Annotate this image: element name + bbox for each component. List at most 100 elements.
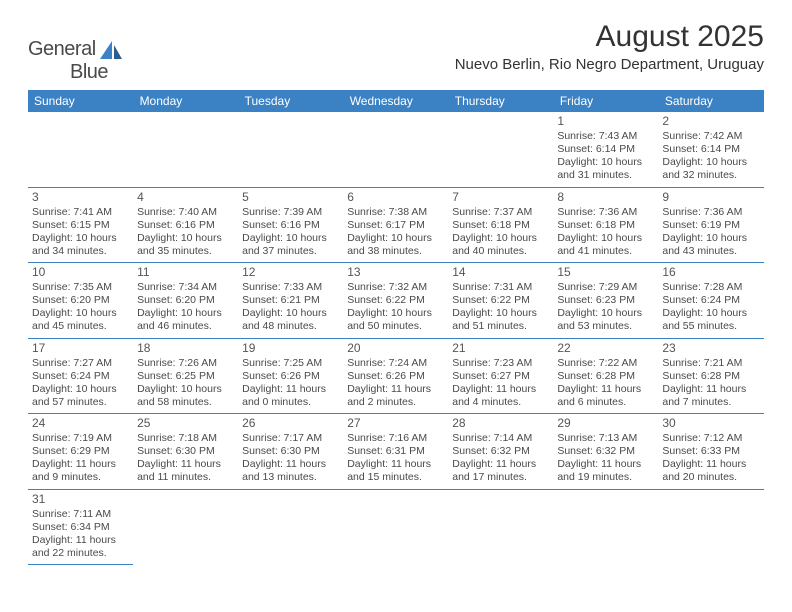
calendar-cell: 1Sunrise: 7:43 AMSunset: 6:14 PMDaylight… bbox=[553, 112, 658, 187]
weekday-header: Saturday bbox=[658, 90, 763, 112]
calendar-cell: 26Sunrise: 7:17 AMSunset: 6:30 PMDayligh… bbox=[238, 414, 343, 490]
day-info: Sunrise: 7:14 AMSunset: 6:32 PMDaylight:… bbox=[452, 432, 549, 485]
weekday-header: Friday bbox=[553, 90, 658, 112]
day-number: 10 bbox=[32, 265, 129, 280]
weekday-header: Tuesday bbox=[238, 90, 343, 112]
day-info: Sunrise: 7:28 AMSunset: 6:24 PMDaylight:… bbox=[662, 281, 759, 334]
day-number: 17 bbox=[32, 341, 129, 356]
day-info: Sunrise: 7:17 AMSunset: 6:30 PMDaylight:… bbox=[242, 432, 339, 485]
day-number: 14 bbox=[452, 265, 549, 280]
calendar-row: 10Sunrise: 7:35 AMSunset: 6:20 PMDayligh… bbox=[28, 263, 764, 339]
calendar-cell-empty bbox=[238, 489, 343, 565]
day-number: 3 bbox=[32, 190, 129, 205]
calendar-cell-empty bbox=[133, 112, 238, 187]
calendar-row: 3Sunrise: 7:41 AMSunset: 6:15 PMDaylight… bbox=[28, 187, 764, 263]
day-number: 28 bbox=[452, 416, 549, 431]
calendar-cell-empty bbox=[28, 112, 133, 187]
brand-logo: General bbox=[28, 38, 124, 61]
calendar-cell: 7Sunrise: 7:37 AMSunset: 6:18 PMDaylight… bbox=[448, 187, 553, 263]
day-info: Sunrise: 7:16 AMSunset: 6:31 PMDaylight:… bbox=[347, 432, 444, 485]
day-number: 2 bbox=[662, 114, 759, 129]
day-number: 26 bbox=[242, 416, 339, 431]
day-info: Sunrise: 7:33 AMSunset: 6:21 PMDaylight:… bbox=[242, 281, 339, 334]
day-number: 30 bbox=[662, 416, 759, 431]
calendar-cell: 30Sunrise: 7:12 AMSunset: 6:33 PMDayligh… bbox=[658, 414, 763, 490]
day-number: 27 bbox=[347, 416, 444, 431]
calendar-cell: 28Sunrise: 7:14 AMSunset: 6:32 PMDayligh… bbox=[448, 414, 553, 490]
calendar-cell: 5Sunrise: 7:39 AMSunset: 6:16 PMDaylight… bbox=[238, 187, 343, 263]
day-number: 21 bbox=[452, 341, 549, 356]
day-info: Sunrise: 7:37 AMSunset: 6:18 PMDaylight:… bbox=[452, 206, 549, 259]
calendar-cell-empty bbox=[448, 489, 553, 565]
calendar-row: 31Sunrise: 7:11 AMSunset: 6:34 PMDayligh… bbox=[28, 489, 764, 565]
calendar-cell: 10Sunrise: 7:35 AMSunset: 6:20 PMDayligh… bbox=[28, 263, 133, 339]
weekday-header: Monday bbox=[133, 90, 238, 112]
calendar-row: 17Sunrise: 7:27 AMSunset: 6:24 PMDayligh… bbox=[28, 338, 764, 414]
day-number: 16 bbox=[662, 265, 759, 280]
day-number: 4 bbox=[137, 190, 234, 205]
day-number: 13 bbox=[347, 265, 444, 280]
calendar-cell-empty bbox=[133, 489, 238, 565]
calendar-cell-empty bbox=[658, 489, 763, 565]
calendar-cell: 18Sunrise: 7:26 AMSunset: 6:25 PMDayligh… bbox=[133, 338, 238, 414]
day-number: 25 bbox=[137, 416, 234, 431]
day-info: Sunrise: 7:36 AMSunset: 6:18 PMDaylight:… bbox=[557, 206, 654, 259]
day-number: 23 bbox=[662, 341, 759, 356]
day-info: Sunrise: 7:11 AMSunset: 6:34 PMDaylight:… bbox=[32, 508, 129, 561]
calendar-cell-empty bbox=[553, 489, 658, 565]
day-info: Sunrise: 7:25 AMSunset: 6:26 PMDaylight:… bbox=[242, 357, 339, 410]
calendar-row: 24Sunrise: 7:19 AMSunset: 6:29 PMDayligh… bbox=[28, 414, 764, 490]
weekday-header: Wednesday bbox=[343, 90, 448, 112]
calendar-cell: 29Sunrise: 7:13 AMSunset: 6:32 PMDayligh… bbox=[553, 414, 658, 490]
calendar-cell: 23Sunrise: 7:21 AMSunset: 6:28 PMDayligh… bbox=[658, 338, 763, 414]
calendar-cell: 11Sunrise: 7:34 AMSunset: 6:20 PMDayligh… bbox=[133, 263, 238, 339]
location-text: Nuevo Berlin, Rio Negro Department, Urug… bbox=[455, 56, 764, 73]
day-info: Sunrise: 7:18 AMSunset: 6:30 PMDaylight:… bbox=[137, 432, 234, 485]
day-info: Sunrise: 7:38 AMSunset: 6:17 PMDaylight:… bbox=[347, 206, 444, 259]
calendar-cell: 13Sunrise: 7:32 AMSunset: 6:22 PMDayligh… bbox=[343, 263, 448, 339]
day-info: Sunrise: 7:27 AMSunset: 6:24 PMDaylight:… bbox=[32, 357, 129, 410]
brand-name-1: General bbox=[28, 38, 96, 61]
title-block: August 2025 Nuevo Berlin, Rio Negro Depa… bbox=[455, 20, 764, 73]
calendar-cell: 24Sunrise: 7:19 AMSunset: 6:29 PMDayligh… bbox=[28, 414, 133, 490]
weekday-header: Thursday bbox=[448, 90, 553, 112]
day-number: 24 bbox=[32, 416, 129, 431]
day-info: Sunrise: 7:22 AMSunset: 6:28 PMDaylight:… bbox=[557, 357, 654, 410]
day-info: Sunrise: 7:19 AMSunset: 6:29 PMDaylight:… bbox=[32, 432, 129, 485]
day-info: Sunrise: 7:40 AMSunset: 6:16 PMDaylight:… bbox=[137, 206, 234, 259]
calendar-cell: 14Sunrise: 7:31 AMSunset: 6:22 PMDayligh… bbox=[448, 263, 553, 339]
day-info: Sunrise: 7:26 AMSunset: 6:25 PMDaylight:… bbox=[137, 357, 234, 410]
calendar-cell: 6Sunrise: 7:38 AMSunset: 6:17 PMDaylight… bbox=[343, 187, 448, 263]
day-number: 7 bbox=[452, 190, 549, 205]
calendar-cell: 12Sunrise: 7:33 AMSunset: 6:21 PMDayligh… bbox=[238, 263, 343, 339]
day-number: 18 bbox=[137, 341, 234, 356]
day-number: 15 bbox=[557, 265, 654, 280]
calendar-cell: 25Sunrise: 7:18 AMSunset: 6:30 PMDayligh… bbox=[133, 414, 238, 490]
day-info: Sunrise: 7:21 AMSunset: 6:28 PMDaylight:… bbox=[662, 357, 759, 410]
calendar-cell: 8Sunrise: 7:36 AMSunset: 6:18 PMDaylight… bbox=[553, 187, 658, 263]
day-number: 19 bbox=[242, 341, 339, 356]
day-info: Sunrise: 7:13 AMSunset: 6:32 PMDaylight:… bbox=[557, 432, 654, 485]
calendar-cell: 15Sunrise: 7:29 AMSunset: 6:23 PMDayligh… bbox=[553, 263, 658, 339]
calendar-cell: 22Sunrise: 7:22 AMSunset: 6:28 PMDayligh… bbox=[553, 338, 658, 414]
day-info: Sunrise: 7:34 AMSunset: 6:20 PMDaylight:… bbox=[137, 281, 234, 334]
day-number: 29 bbox=[557, 416, 654, 431]
day-number: 20 bbox=[347, 341, 444, 356]
calendar-table: SundayMondayTuesdayWednesdayThursdayFrid… bbox=[28, 90, 764, 565]
calendar-cell-empty bbox=[343, 489, 448, 565]
weekday-header: Sunday bbox=[28, 90, 133, 112]
day-info: Sunrise: 7:32 AMSunset: 6:22 PMDaylight:… bbox=[347, 281, 444, 334]
day-info: Sunrise: 7:36 AMSunset: 6:19 PMDaylight:… bbox=[662, 206, 759, 259]
calendar-header-row: SundayMondayTuesdayWednesdayThursdayFrid… bbox=[28, 90, 764, 112]
day-number: 5 bbox=[242, 190, 339, 205]
calendar-cell-empty bbox=[343, 112, 448, 187]
day-info: Sunrise: 7:29 AMSunset: 6:23 PMDaylight:… bbox=[557, 281, 654, 334]
day-number: 31 bbox=[32, 492, 129, 507]
calendar-cell: 17Sunrise: 7:27 AMSunset: 6:24 PMDayligh… bbox=[28, 338, 133, 414]
calendar-cell: 3Sunrise: 7:41 AMSunset: 6:15 PMDaylight… bbox=[28, 187, 133, 263]
day-number: 6 bbox=[347, 190, 444, 205]
calendar-cell: 20Sunrise: 7:24 AMSunset: 6:26 PMDayligh… bbox=[343, 338, 448, 414]
brand-name-2: Blue bbox=[70, 61, 108, 84]
day-number: 8 bbox=[557, 190, 654, 205]
day-info: Sunrise: 7:41 AMSunset: 6:15 PMDaylight:… bbox=[32, 206, 129, 259]
